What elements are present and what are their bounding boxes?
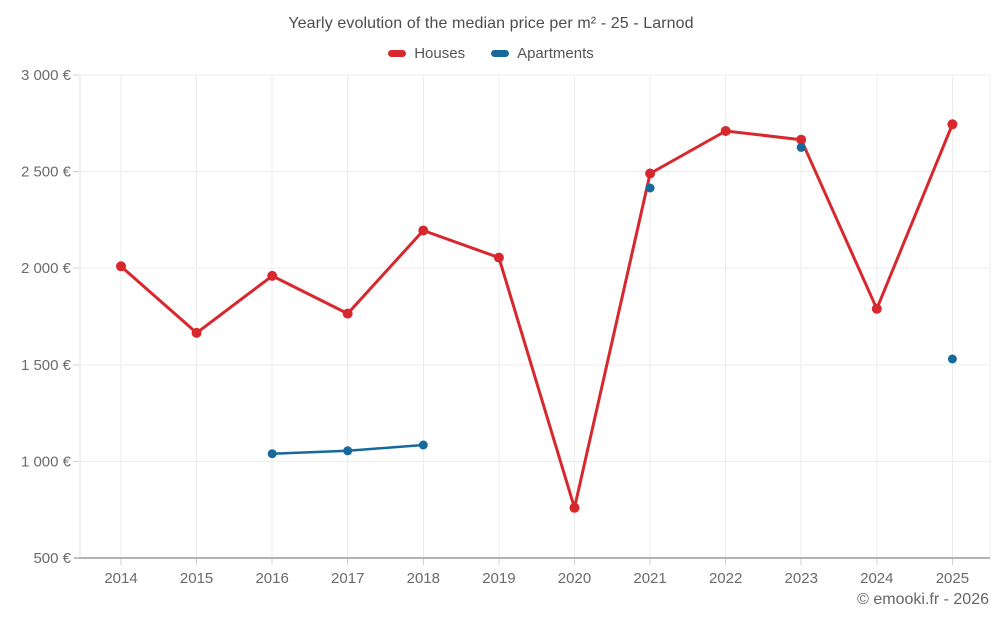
- data-point-apartments-2025[interactable]: [947, 354, 957, 364]
- x-tick-label: 2016: [255, 570, 288, 587]
- copyright-credit: © emooki.fr - 2026: [857, 591, 989, 608]
- x-tick-label: 2022: [709, 570, 742, 587]
- legend-label-apartments: Apartments: [517, 45, 594, 62]
- x-tick-label: 2021: [633, 570, 666, 587]
- legend: Houses Apartments: [0, 45, 982, 62]
- data-point-apartments-2021[interactable]: [645, 183, 655, 193]
- data-point-houses-2022[interactable]: [720, 126, 731, 136]
- x-tick-label: 2023: [785, 570, 818, 587]
- x-tick-label: 2015: [180, 570, 213, 587]
- x-tick-label: 2014: [104, 570, 137, 587]
- x-tick-label: 2018: [407, 570, 440, 587]
- x-tick-label: 2017: [331, 570, 364, 587]
- data-point-houses-2024[interactable]: [871, 303, 882, 314]
- x-tick-label: 2024: [860, 570, 893, 587]
- x-tick-label: 2020: [558, 570, 591, 587]
- y-tick-label: 2 000 €: [21, 260, 72, 277]
- y-tick-label: 500 €: [33, 550, 71, 567]
- apartments-swatch-icon: [491, 50, 510, 57]
- data-point-houses-2017[interactable]: [342, 308, 353, 319]
- legend-item-houses[interactable]: Houses: [388, 45, 465, 62]
- y-tick-label: 1 500 €: [21, 357, 72, 374]
- data-point-houses-2023[interactable]: [796, 134, 807, 145]
- data-point-houses-2020[interactable]: [569, 502, 580, 513]
- data-point-houses-2019[interactable]: [493, 252, 504, 263]
- series-line-houses: [120, 123, 954, 510]
- data-point-houses-2018[interactable]: [418, 225, 429, 236]
- y-tick-label: 3 000 €: [21, 67, 72, 84]
- legend-item-apartments[interactable]: Apartments: [491, 45, 594, 62]
- data-point-houses-2025[interactable]: [947, 119, 958, 130]
- data-point-houses-2016[interactable]: [267, 270, 278, 281]
- data-point-houses-2021[interactable]: [645, 168, 656, 179]
- data-point-apartments-2023[interactable]: [796, 142, 806, 152]
- y-tick-label: 2 500 €: [21, 164, 72, 181]
- legend-label-houses: Houses: [414, 45, 466, 62]
- chart-title: Yearly evolution of the median price per…: [288, 15, 694, 32]
- x-tick-label: 2025: [936, 570, 969, 587]
- data-point-houses-2015[interactable]: [191, 327, 202, 338]
- data-point-houses-2014[interactable]: [116, 261, 126, 272]
- y-tick-label: 1 000 €: [21, 453, 72, 470]
- houses-swatch-icon: [388, 50, 407, 57]
- data-point-apartments-2016[interactable]: [267, 449, 277, 459]
- data-point-apartments-2018[interactable]: [418, 440, 428, 450]
- data-point-apartments-2017[interactable]: [343, 446, 353, 456]
- x-tick-label: 2019: [482, 570, 515, 587]
